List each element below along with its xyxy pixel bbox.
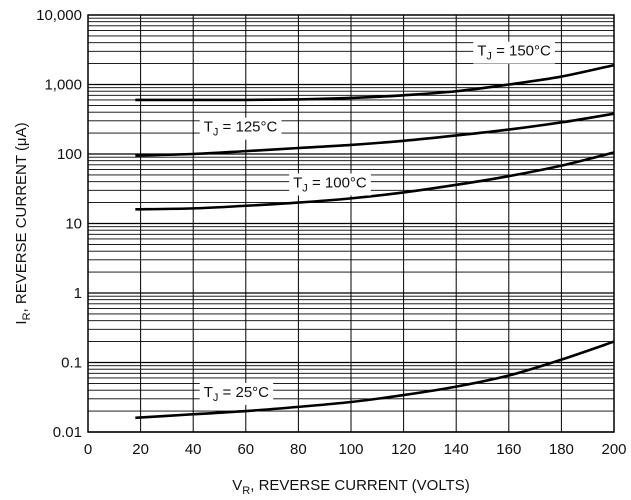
curve-label-bg bbox=[289, 173, 371, 196]
y-tick-label: 100 bbox=[57, 146, 82, 163]
x-tick-label: 0 bbox=[84, 441, 92, 458]
y-tick-label: 0.1 bbox=[61, 355, 82, 372]
y-tick-label: 0.01 bbox=[53, 424, 82, 441]
curve-label: TJ = 150°C bbox=[477, 43, 551, 63]
y-tick-label: 1,000 bbox=[44, 77, 82, 94]
y-tick-label: 1 bbox=[74, 285, 82, 302]
curve-labels: TJ = 150°C TJ = 125°C TJ = 100°C TJ = 25°C bbox=[199, 41, 556, 405]
y-tick-label: 10,000 bbox=[36, 7, 82, 24]
x-tick-label: 200 bbox=[601, 441, 626, 458]
x-tick-label: 160 bbox=[496, 441, 521, 458]
grid bbox=[87, 15, 615, 433]
series-line bbox=[135, 340, 615, 420]
x-tick-label: 40 bbox=[185, 441, 202, 458]
x-tick-label: 80 bbox=[290, 441, 307, 458]
tick-labels: 0 20 40 60 80 100 120 140 160 180 200 0.01 0.1 1 10 100… bbox=[36, 7, 626, 458]
x-tick-label: 100 bbox=[338, 441, 363, 458]
x-tick-label: 60 bbox=[237, 441, 254, 458]
series-line bbox=[135, 151, 615, 211]
curve-label-bg bbox=[199, 382, 274, 405]
plot-frame bbox=[87, 14, 615, 433]
x-tick-label: 140 bbox=[444, 441, 469, 458]
x-tick-label: 180 bbox=[549, 441, 574, 458]
series-line bbox=[135, 63, 615, 102]
x-axis-title: VR, REVERSE CURRENT (VOLTS) bbox=[232, 477, 469, 497]
curve-label: TJ = 100°C bbox=[293, 174, 367, 194]
y-tick-label: 10 bbox=[65, 216, 82, 233]
series-line bbox=[135, 112, 615, 157]
curve-label-bg bbox=[199, 117, 282, 140]
y-axis-title: IR, REVERSE CURRENT (μA) bbox=[13, 122, 33, 324]
curve-label-bg bbox=[473, 41, 556, 64]
x-tick-label: 120 bbox=[391, 441, 416, 458]
curve-label: TJ = 125°C bbox=[204, 119, 278, 139]
curves bbox=[135, 63, 615, 420]
curve-label: TJ = 25°C bbox=[204, 384, 269, 404]
x-tick-label: 20 bbox=[132, 441, 149, 458]
